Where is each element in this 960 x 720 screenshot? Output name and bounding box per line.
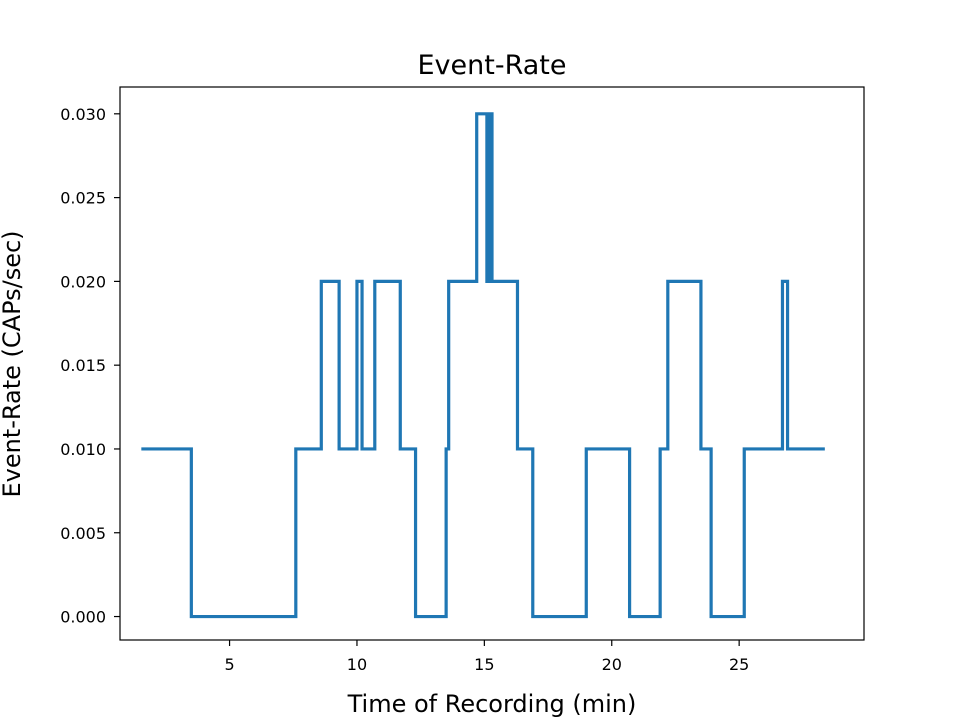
plot-frame: [119, 86, 865, 641]
x-tick-label: 20: [602, 655, 622, 674]
y-axis-ticks: 0.000 0.005 0.010 0.015 0.020 0.025 0.030: [60, 105, 120, 627]
x-axis-label: Time of Recording (min): [347, 690, 637, 718]
x-tick-label: 10: [347, 655, 367, 674]
event-rate-line: [141, 112, 825, 619]
x-tick-label: 15: [474, 655, 494, 674]
y-axis-label: Event-Rate (CAPs/sec): [0, 230, 26, 497]
chart-title: Event-Rate: [417, 50, 566, 81]
y-tick-label: 0.005: [60, 524, 106, 543]
y-tick-label: 0.015: [60, 356, 106, 375]
y-tick-label: 0.020: [60, 272, 106, 291]
x-axis-ticks: 5 10 15 20 25: [224, 640, 749, 674]
x-tick-label: 25: [729, 655, 749, 674]
x-tick-label: 5: [224, 655, 234, 674]
y-tick-label: 0.030: [60, 105, 106, 124]
y-tick-label: 0.010: [60, 440, 106, 459]
y-tick-label: 0.025: [60, 189, 106, 208]
y-tick-label: 0.000: [60, 608, 106, 627]
